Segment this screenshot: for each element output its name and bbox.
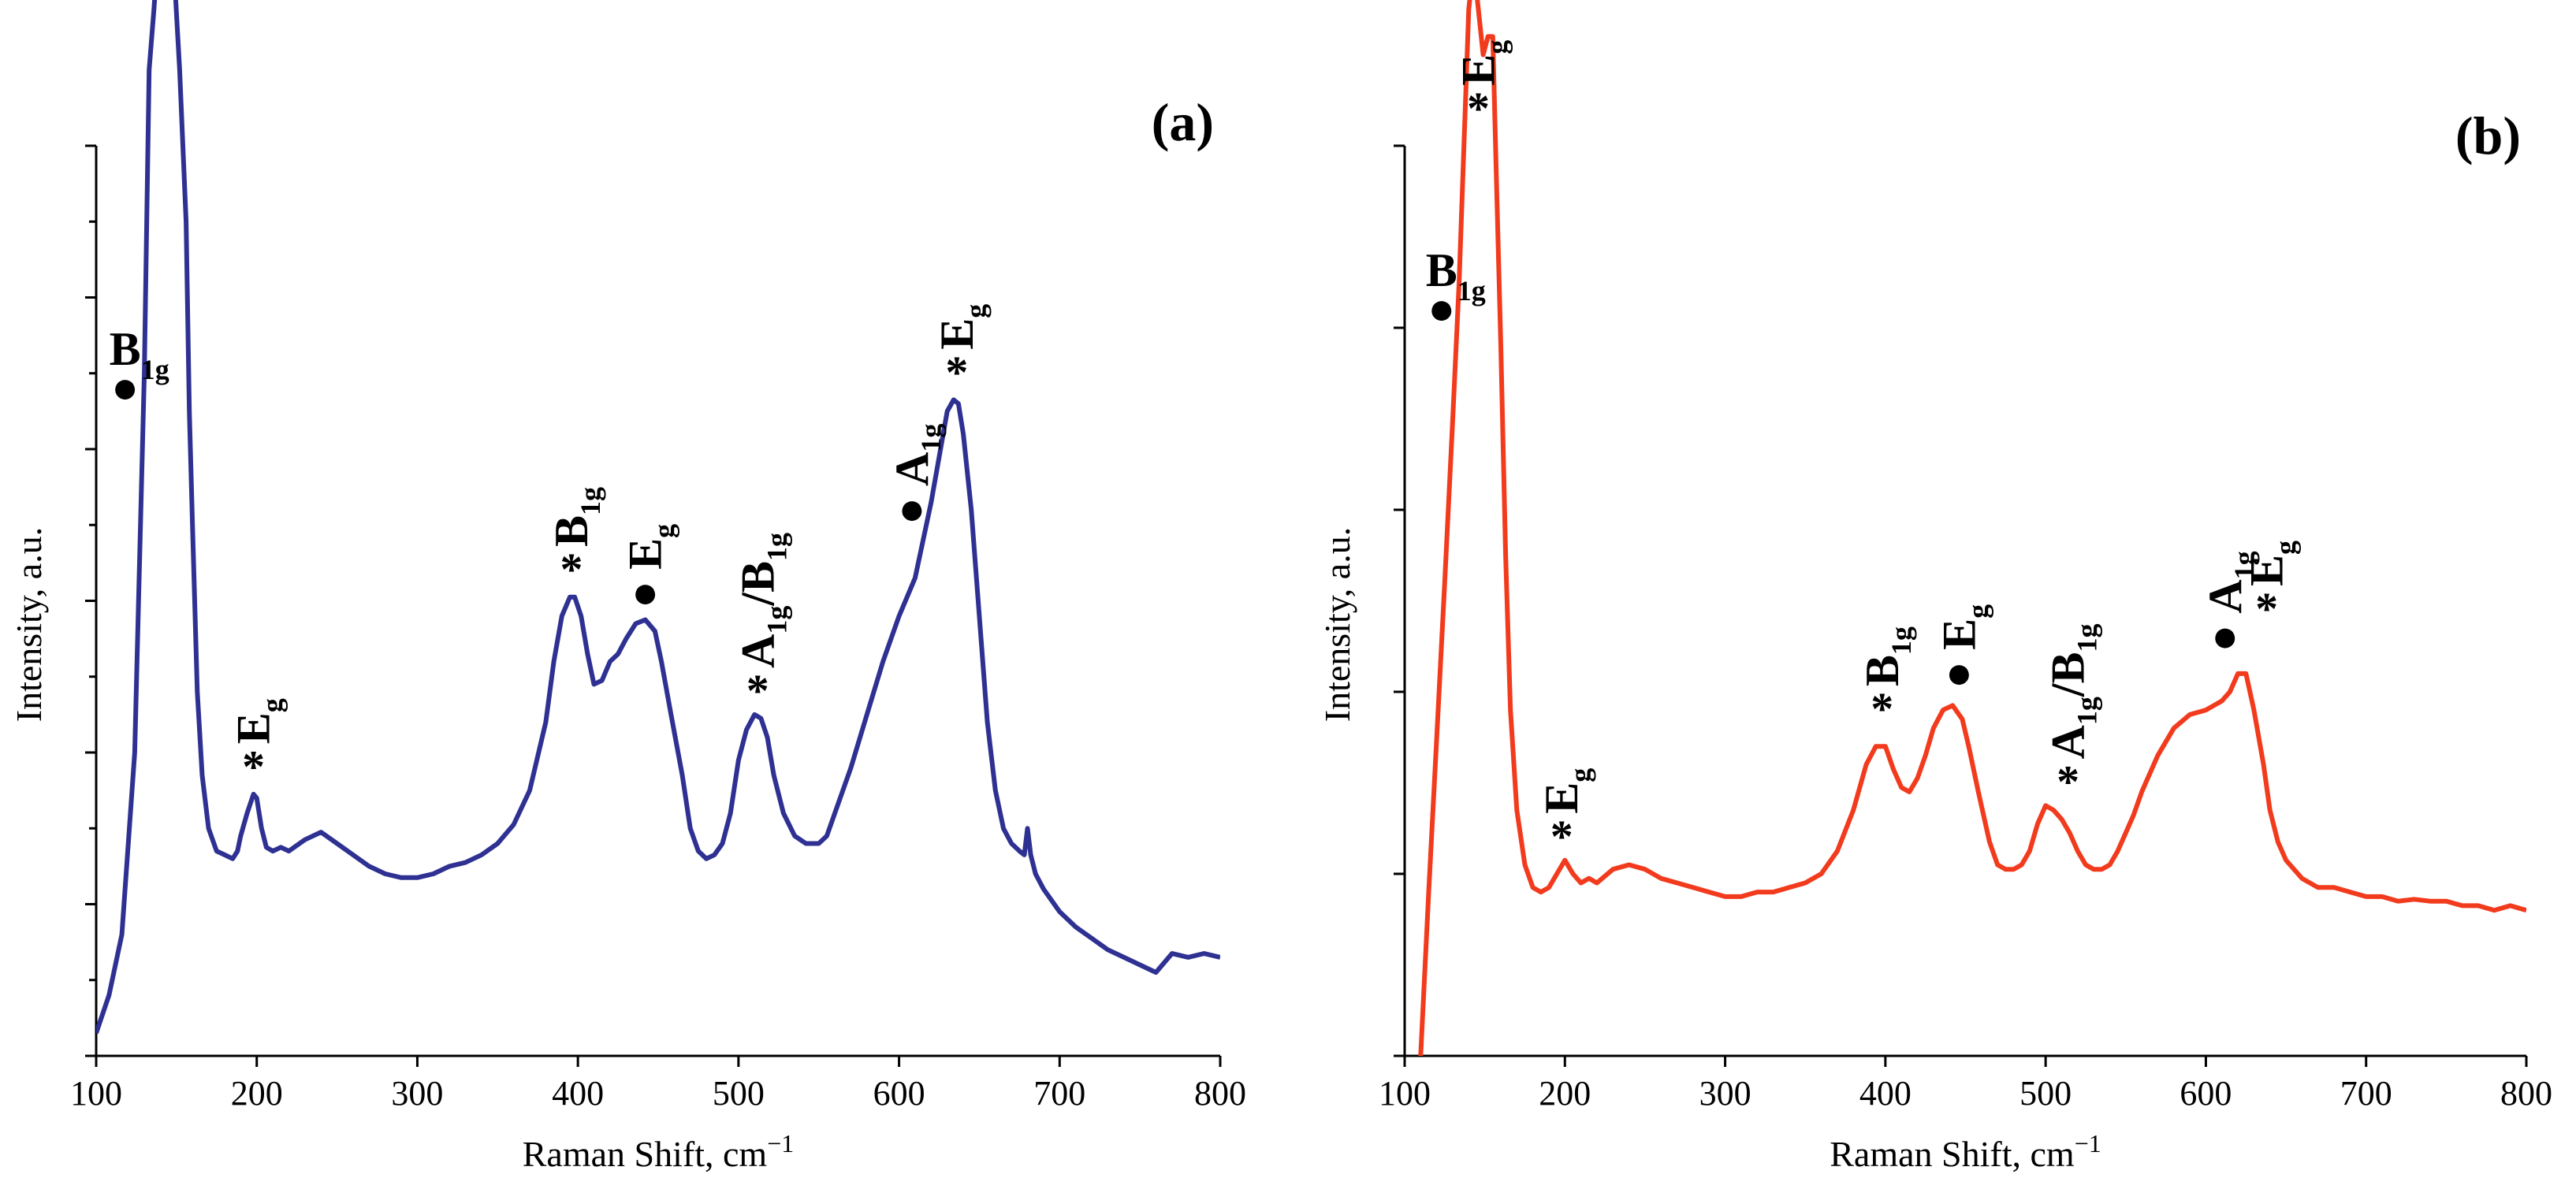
peak-label: A1g/B1g <box>2042 623 2103 759</box>
x-tick-label: 800 <box>2500 1074 2552 1113</box>
peak-marker: * <box>945 347 968 398</box>
peak-marker: ● <box>2211 611 2239 662</box>
chart-panel-0: 100 200 300 400 500 600 700 800 Raman Shift, cm−… <box>9 0 1246 1174</box>
x-tick-label: 100 <box>1379 1074 1431 1113</box>
x-axis-title: Raman Shift, cm−1 <box>523 1129 795 1174</box>
peak-label: A1g <box>2199 551 2260 613</box>
peak-marker: * <box>242 741 265 792</box>
peak-annotation: ●A1g <box>2199 551 2260 661</box>
peak-annotation: *Eg <box>228 698 288 792</box>
peak-label: B1g <box>110 323 169 385</box>
peak-label: A1g/B1g <box>731 533 792 668</box>
peak-marker: ● <box>631 567 659 618</box>
peak-annotation: *Eg <box>2241 541 2302 634</box>
y-axis-title: Intensity, a.u. <box>9 527 49 722</box>
peak-annotation: *B1g <box>545 487 606 595</box>
peak-label: A1g <box>886 424 947 486</box>
peak-label: Eg <box>1453 40 1513 86</box>
peak-marker: * <box>1467 83 1490 134</box>
x-tick-label: 800 <box>1194 1074 1246 1113</box>
peak-marker: * <box>2255 583 2278 634</box>
chart-panel-1: 100 200 300 400 500 600 700 800 Raman Shift, cm−… <box>1317 0 2552 1174</box>
peak-annotation: *A1g/B1g <box>731 533 792 716</box>
peak-annotation: *Eg <box>931 304 992 398</box>
x-axis-title: Raman Shift, cm−1 <box>1830 1129 2101 1174</box>
peak-marker: ● <box>898 483 925 534</box>
x-tick-label: 400 <box>1859 1074 1912 1113</box>
peak-label: Eg <box>1933 604 1993 650</box>
peak-annotation: ●B1g <box>110 323 169 413</box>
peak-marker: ● <box>111 362 139 413</box>
peak-label: B1g <box>1856 626 1917 686</box>
peak-annotation: *Eg <box>1453 40 1513 134</box>
peak-marker: * <box>1550 811 1573 862</box>
x-tick-label: 400 <box>552 1074 604 1113</box>
peak-label: B1g <box>545 487 606 547</box>
peak-label: B1g <box>1426 244 1486 307</box>
peak-marker: * <box>746 665 769 716</box>
peak-marker: ● <box>1428 283 1455 334</box>
panel-label: (a) <box>1152 92 1214 152</box>
x-tick-label: 300 <box>391 1074 443 1113</box>
x-tick-label: 100 <box>70 1074 122 1113</box>
x-tick-label: 600 <box>873 1074 925 1113</box>
peak-annotation: ●B1g <box>1426 244 1486 334</box>
peak-annotation: *B1g <box>1856 626 1917 734</box>
peak-annotation: ●Eg <box>1933 604 1993 698</box>
peak-label: Eg <box>2241 541 2302 586</box>
panel-label: (b) <box>2455 106 2521 165</box>
series-line-0 <box>96 0 1220 1035</box>
x-tick-label: 600 <box>2180 1074 2232 1113</box>
peak-marker: * <box>2057 756 2079 808</box>
peak-marker: * <box>1871 683 1893 734</box>
y-axis-title: Intensity, a.u. <box>1317 527 1357 722</box>
peak-label: Eg <box>228 698 288 744</box>
x-tick-label: 200 <box>231 1074 283 1113</box>
peak-annotation: *A1g/B1g <box>2042 623 2103 807</box>
x-tick-label: 500 <box>2019 1074 2072 1113</box>
x-tick-label: 200 <box>1539 1074 1591 1113</box>
peak-annotation: ●Eg <box>620 524 680 618</box>
peak-label: Eg <box>620 524 680 570</box>
x-tick-label: 300 <box>1699 1074 1751 1113</box>
x-tick-label: 700 <box>2340 1074 2392 1113</box>
x-tick-label: 500 <box>713 1074 765 1113</box>
peak-label: Eg <box>931 304 992 350</box>
peak-marker: ● <box>1945 647 1973 698</box>
series-line-0 <box>1418 0 2526 1056</box>
peak-label: Eg <box>1536 768 1596 814</box>
peak-annotation: ●A1g <box>886 424 947 534</box>
peak-annotation: *Eg <box>1536 768 1596 862</box>
x-tick-label: 700 <box>1033 1074 1085 1113</box>
peak-marker: * <box>560 544 583 595</box>
